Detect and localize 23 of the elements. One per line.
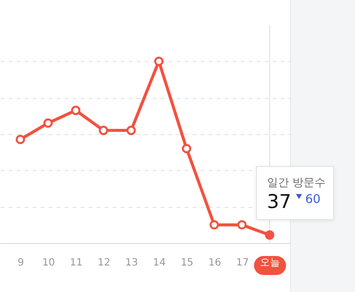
x-tick-label: 9 — [18, 258, 24, 268]
point — [126, 126, 136, 136]
x-tick-label: 12 — [98, 258, 110, 268]
point — [264, 230, 274, 240]
point — [71, 106, 80, 116]
x-tick-label: 17 — [236, 258, 249, 268]
x-tick-label: 16 — [208, 258, 222, 268]
annotation: 일간 방문수 — [267, 175, 326, 190]
x-tick-label: 10 — [42, 258, 55, 268]
point — [98, 126, 108, 136]
point — [16, 134, 26, 144]
point — [43, 118, 53, 128]
x-tick-label: 14 — [152, 258, 166, 268]
point — [154, 56, 164, 66]
x-tick-label: 11 — [70, 258, 83, 268]
point — [182, 144, 192, 154]
point — [237, 220, 247, 230]
x-tick-label: 오늘 — [260, 258, 280, 268]
annotation: 37 — [267, 191, 292, 213]
tooltip-card: 일간 방문수 37 $^{60}$ — [256, 166, 334, 220]
point — [210, 220, 219, 230]
x-tick-label: 15 — [180, 258, 194, 268]
x-tick-label: 13 — [125, 258, 138, 268]
